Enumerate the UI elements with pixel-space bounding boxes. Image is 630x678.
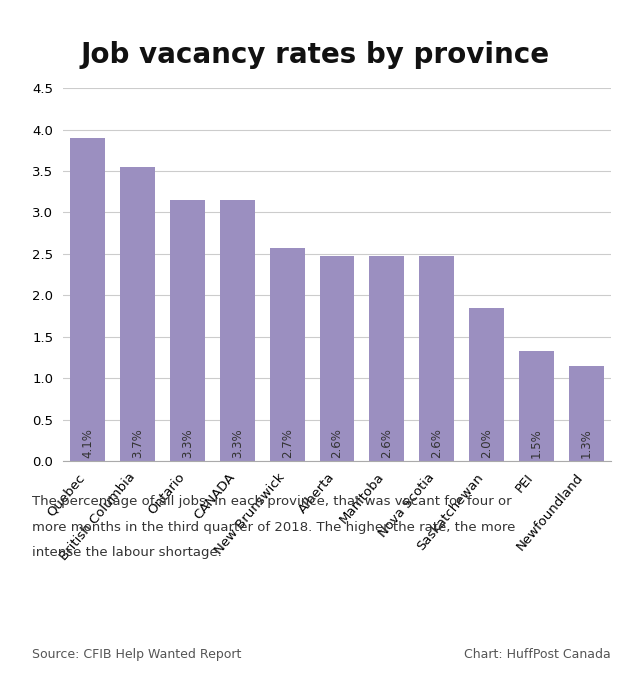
Text: Source: CFIB Help Wanted Report: Source: CFIB Help Wanted Report bbox=[32, 648, 241, 661]
Bar bbox=[519, 351, 554, 461]
Bar bbox=[220, 200, 255, 461]
Text: 4.1%: 4.1% bbox=[81, 428, 94, 458]
Bar bbox=[170, 200, 205, 461]
Bar bbox=[369, 256, 404, 461]
Text: 1.3%: 1.3% bbox=[580, 428, 593, 458]
Text: 2.0%: 2.0% bbox=[480, 428, 493, 458]
Text: 3.3%: 3.3% bbox=[231, 428, 244, 458]
Text: 3.7%: 3.7% bbox=[131, 428, 144, 458]
Text: 2.6%: 2.6% bbox=[430, 428, 443, 458]
Bar bbox=[319, 256, 355, 461]
Bar bbox=[270, 248, 305, 461]
Bar bbox=[71, 138, 105, 461]
Text: 2.6%: 2.6% bbox=[381, 428, 393, 458]
Text: Chart: HuffPost Canada: Chart: HuffPost Canada bbox=[464, 648, 611, 661]
Text: Job vacancy rates by province: Job vacancy rates by province bbox=[81, 41, 549, 68]
Text: more months in the third quarter of 2018. The higher the rate, the more: more months in the third quarter of 2018… bbox=[32, 521, 515, 534]
Bar bbox=[569, 365, 604, 461]
Text: 2.6%: 2.6% bbox=[331, 428, 343, 458]
Text: intense the labour shortage.: intense the labour shortage. bbox=[32, 546, 221, 559]
Bar bbox=[120, 167, 155, 461]
Bar bbox=[469, 308, 504, 461]
Bar bbox=[420, 256, 454, 461]
Text: 3.3%: 3.3% bbox=[181, 428, 194, 458]
Text: 2.7%: 2.7% bbox=[281, 428, 294, 458]
Text: 1.5%: 1.5% bbox=[530, 428, 543, 458]
Text: The percentage of all jobs, in each province, that was vacant for four or: The percentage of all jobs, in each prov… bbox=[32, 495, 511, 508]
